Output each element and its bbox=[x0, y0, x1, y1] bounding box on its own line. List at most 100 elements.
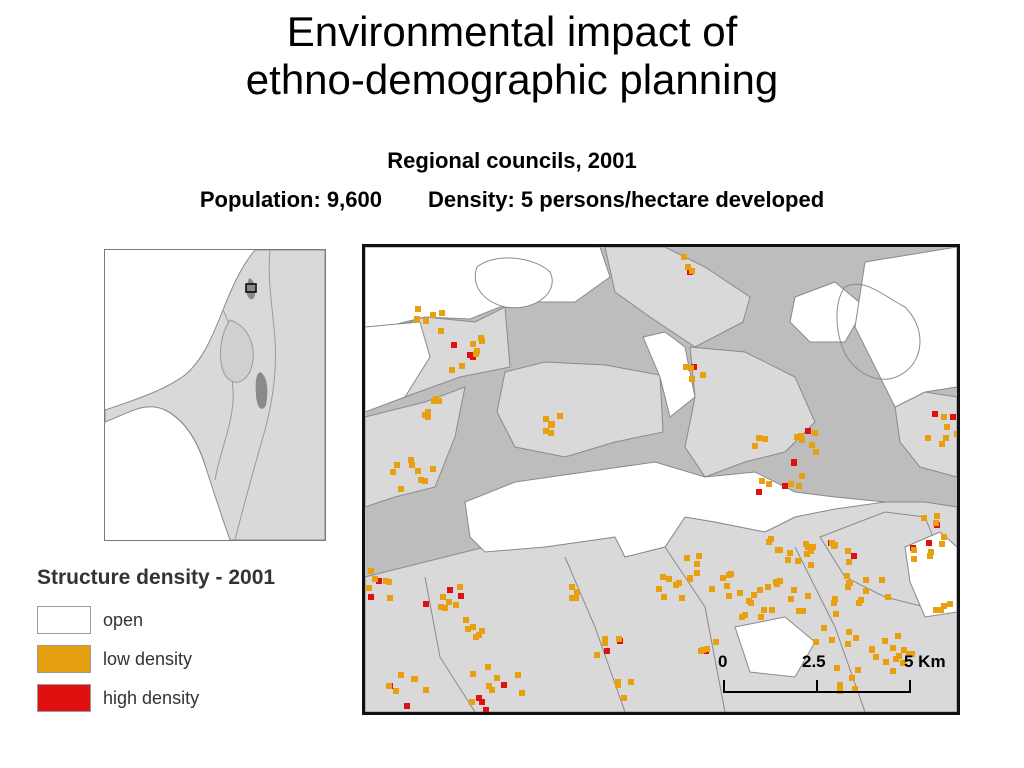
low-density-cell bbox=[831, 600, 837, 606]
locator-region bbox=[219, 319, 254, 383]
low-density-cell bbox=[944, 424, 950, 430]
low-density-cell bbox=[713, 639, 719, 645]
low-density-cell bbox=[489, 687, 495, 693]
low-density-cell bbox=[479, 628, 485, 634]
low-density-cell bbox=[947, 601, 953, 607]
low-density-cell bbox=[800, 608, 806, 614]
density-stat: Density: 5 persons/hectare developed bbox=[428, 187, 825, 212]
high-density-cell bbox=[501, 682, 507, 688]
low-density-cell bbox=[549, 421, 555, 427]
high-density-cell bbox=[805, 428, 811, 434]
stats-line: Population: 9,600 Density: 5 persons/hect… bbox=[0, 186, 1024, 214]
low-density-cell bbox=[685, 264, 691, 270]
low-density-cell bbox=[457, 584, 463, 590]
low-density-cell bbox=[438, 328, 444, 334]
low-density-cell bbox=[366, 585, 372, 591]
low-density-cell bbox=[569, 584, 575, 590]
low-density-cell bbox=[765, 584, 771, 590]
low-density-cell bbox=[855, 667, 861, 673]
low-density-cell bbox=[901, 647, 907, 653]
low-density-cell bbox=[694, 570, 700, 576]
low-density-cell bbox=[909, 651, 915, 657]
high-density-cell bbox=[368, 594, 374, 600]
high-density-cell bbox=[926, 540, 932, 546]
low-density-cell bbox=[863, 577, 869, 583]
low-density-cell bbox=[844, 573, 850, 579]
low-density-cell bbox=[934, 513, 940, 519]
high-density-cell bbox=[447, 587, 453, 593]
low-density-cell bbox=[548, 430, 554, 436]
low-density-cell bbox=[616, 636, 622, 642]
low-density-cell bbox=[390, 469, 396, 475]
low-density-cell bbox=[791, 587, 797, 593]
low-density-cell bbox=[557, 413, 563, 419]
low-density-cell bbox=[846, 629, 852, 635]
low-density-cell bbox=[777, 547, 783, 553]
low-density-cell bbox=[798, 433, 804, 439]
low-density-cell bbox=[795, 558, 801, 564]
low-density-cell bbox=[436, 398, 442, 404]
scale-bar-graphic bbox=[723, 680, 911, 693]
title-line-2: ethno-demographic planning bbox=[245, 56, 779, 103]
low-density-cell bbox=[689, 268, 695, 274]
high-density-cell bbox=[851, 553, 857, 559]
low-density-cell bbox=[813, 449, 819, 455]
low-density-cell bbox=[787, 550, 793, 556]
low-density-cell bbox=[879, 577, 885, 583]
low-density-cell bbox=[911, 556, 917, 562]
low-density-cell bbox=[846, 559, 852, 565]
high-density-cell bbox=[950, 414, 956, 420]
low-density-cell bbox=[408, 457, 414, 463]
low-density-cell bbox=[398, 486, 404, 492]
scale-tick-end: 5 Km bbox=[904, 652, 946, 671]
high-density-cell bbox=[423, 601, 429, 607]
low-density-cell bbox=[834, 665, 840, 671]
low-density-cell bbox=[698, 648, 704, 654]
low-density-cell bbox=[486, 683, 492, 689]
low-density-cell bbox=[895, 633, 901, 639]
low-density-cell bbox=[852, 686, 858, 692]
high-density-cell bbox=[483, 707, 489, 712]
low-density-cell bbox=[766, 481, 772, 487]
legend-label-low-density: low density bbox=[103, 649, 193, 669]
legend-item-open: open bbox=[37, 606, 317, 636]
low-density-cell bbox=[943, 435, 949, 441]
low-density-cell bbox=[470, 341, 476, 347]
map-legend: Structure density - 2001 open low densit… bbox=[37, 566, 337, 716]
legend-item-high-density: high density bbox=[37, 684, 317, 714]
low-density-cell bbox=[869, 646, 875, 652]
high-density-cell bbox=[476, 695, 482, 701]
low-density-cell bbox=[704, 646, 710, 652]
low-density-cell bbox=[372, 576, 378, 582]
low-density-cell bbox=[900, 660, 906, 666]
low-density-cell bbox=[890, 645, 896, 651]
low-density-cell bbox=[422, 478, 428, 484]
high-density-cell bbox=[791, 460, 797, 466]
low-density-cell bbox=[833, 611, 839, 617]
low-density-cell bbox=[431, 398, 437, 404]
low-density-cell bbox=[821, 625, 827, 631]
low-density-cell bbox=[473, 351, 479, 357]
low-density-cell bbox=[694, 561, 700, 567]
low-density-cell bbox=[479, 338, 485, 344]
low-density-cell bbox=[757, 587, 763, 593]
high-density-cell bbox=[756, 489, 762, 495]
low-density-cell bbox=[414, 316, 420, 322]
low-density-cell bbox=[751, 592, 757, 598]
low-density-cell bbox=[883, 659, 889, 665]
low-density-cell bbox=[442, 605, 448, 611]
low-density-cell bbox=[831, 543, 837, 549]
low-density-cell bbox=[858, 597, 864, 603]
low-density-cell bbox=[469, 699, 475, 705]
low-density-cell bbox=[863, 588, 869, 594]
low-density-cell bbox=[849, 675, 855, 681]
low-density-cell bbox=[759, 478, 765, 484]
low-density-cell bbox=[453, 602, 459, 608]
low-density-cell bbox=[742, 612, 748, 618]
low-density-cell bbox=[938, 607, 944, 613]
low-density-cell bbox=[709, 586, 715, 592]
low-density-cell bbox=[813, 639, 819, 645]
slide-subtitle: Regional councils, 2001 bbox=[387, 148, 637, 173]
low-density-cell bbox=[829, 637, 835, 643]
low-density-cell bbox=[845, 584, 851, 590]
